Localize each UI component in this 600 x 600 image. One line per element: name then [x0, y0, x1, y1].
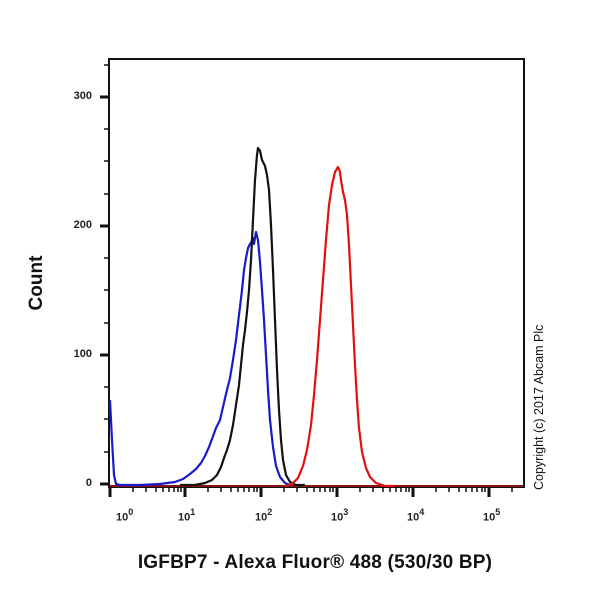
x-axis-label: IGFBP7 - Alexa Fluor® 488 (530/30 BP): [137, 552, 493, 573]
x-tick-label-1e0: 100: [116, 507, 134, 524]
copyright-notice: Copyright (c) 2017 Abcam Plc: [532, 324, 546, 490]
series-red-curve: [284, 165, 395, 488]
plot-frame: [108, 58, 525, 488]
x-axis-ticks: [108, 487, 513, 497]
series-black-curve: [180, 146, 305, 487]
y-tick-label-100: 100: [73, 348, 92, 360]
y-tick-label-0: 0: [85, 477, 92, 489]
series-blue-curve: [108, 230, 291, 487]
y-axis-ticks: [100, 64, 109, 486]
y-tick-label-300: 300: [73, 90, 92, 102]
x-tick-label-1e1: 101: [178, 507, 196, 524]
x-tick-label-1e4: 104: [407, 507, 425, 524]
y-axis-label: Count: [26, 255, 47, 311]
y-tick-label-200: 200: [73, 219, 92, 231]
x-tick-label-1e5: 105: [483, 507, 501, 524]
x-tick-label-1e3: 103: [331, 507, 349, 524]
x-tick-label-1e2: 102: [255, 507, 273, 524]
